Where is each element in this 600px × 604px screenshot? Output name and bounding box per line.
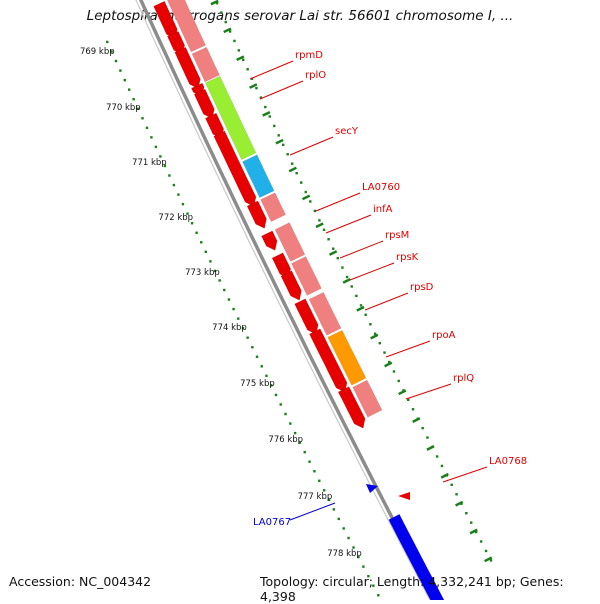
gene-label-LA0760[interactable]: LA0760 bbox=[315, 182, 400, 212]
gene-label-text[interactable]: rpsD bbox=[410, 282, 434, 293]
gene-arrow[interactable] bbox=[213, 130, 257, 207]
leader-line bbox=[339, 240, 384, 259]
product-rplQ[interactable] bbox=[352, 379, 383, 418]
product-rpoA[interactable] bbox=[327, 329, 367, 386]
gene-arrow[interactable] bbox=[261, 230, 278, 251]
ruler-tick-label: 770 kbp bbox=[106, 103, 141, 113]
gene-arrow[interactable] bbox=[193, 88, 215, 119]
leader-line bbox=[349, 262, 395, 281]
gene-label-rplQ[interactable]: rplQ bbox=[405, 373, 474, 400]
gene-LA0768[interactable] bbox=[398, 492, 410, 500]
leader-line bbox=[249, 60, 294, 80]
ruler-tick-label: 775 kbp bbox=[240, 379, 275, 389]
gene-label-text[interactable]: rplO bbox=[305, 70, 326, 81]
ruler-tick-label: 771 kbp bbox=[132, 158, 167, 168]
leader-line bbox=[385, 340, 431, 358]
ruler-tick-label: 776 kbp bbox=[268, 435, 303, 445]
ruler-dots-left bbox=[106, 40, 380, 597]
leader-line bbox=[289, 136, 334, 156]
gene-LA0767-marker[interactable] bbox=[366, 484, 378, 493]
gene-label-text[interactable]: infA bbox=[373, 204, 393, 215]
gene-arrow[interactable] bbox=[174, 46, 201, 89]
gene-label-text[interactable]: LA0768 bbox=[489, 456, 527, 467]
gene-label-text[interactable]: rpoA bbox=[432, 330, 456, 341]
gene-arrow[interactable] bbox=[246, 200, 267, 229]
leader-line bbox=[315, 192, 361, 212]
gene-label-rpsD[interactable]: rpsD bbox=[364, 282, 434, 311]
ruler-layer: 769 kbp 770 kbp 771 kbp 772 kbp 773 kbp 774 k… bbox=[80, 0, 493, 597]
gene-label-text[interactable]: rplQ bbox=[453, 373, 474, 384]
ruler-tick-label: 778 kbp bbox=[327, 549, 362, 559]
leader-line bbox=[325, 214, 372, 234]
gene-label-rpsK[interactable]: rpsK bbox=[349, 252, 419, 281]
genome-backbone bbox=[138, 0, 437, 600]
gene-label-rpmD[interactable]: rpmD bbox=[249, 50, 323, 80]
gene-label-secY[interactable]: secY bbox=[289, 126, 359, 156]
ruler-tick-label: 773 kbp bbox=[185, 268, 220, 278]
leader-line bbox=[364, 292, 409, 311]
product-LA0760[interactable] bbox=[260, 192, 286, 222]
leader-line bbox=[405, 383, 452, 400]
leader-line bbox=[289, 502, 336, 521]
gene-label-text[interactable]: rpsK bbox=[396, 252, 419, 263]
gene-label-text[interactable]: LA0767 bbox=[253, 517, 291, 528]
accession-text: Accession: NC_004342 bbox=[9, 574, 152, 589]
product-secY[interactable] bbox=[205, 75, 257, 161]
product-rpmD[interactable] bbox=[167, 0, 206, 53]
backbone-layer bbox=[135, 0, 437, 600]
gene-reverse-block[interactable] bbox=[388, 513, 448, 600]
leader-line bbox=[442, 466, 488, 483]
ruler-tick-label: 772 kbp bbox=[158, 213, 193, 223]
gene-label-text[interactable]: rpsM bbox=[385, 230, 409, 241]
ruler-dots-right bbox=[215, 1, 493, 562]
product-rpsK[interactable] bbox=[291, 256, 322, 296]
gene-label-text[interactable]: rpmD bbox=[295, 50, 323, 61]
genome-backbone-inner bbox=[135, 0, 431, 600]
gene-label-LA0768[interactable]: LA0768 bbox=[442, 456, 527, 483]
ruler-ticks bbox=[210, 0, 493, 563]
product-rplO[interactable] bbox=[191, 46, 220, 83]
gene-label-text[interactable]: secY bbox=[335, 126, 359, 137]
gene-label-text[interactable]: LA0760 bbox=[362, 182, 400, 193]
gene-label-rplO[interactable]: rplO bbox=[259, 70, 326, 100]
gene-arrow[interactable] bbox=[294, 298, 319, 335]
ruler-tick-label: 769 kbp bbox=[80, 47, 115, 57]
gene-arrow[interactable] bbox=[280, 270, 302, 301]
product-infA[interactable] bbox=[242, 154, 275, 198]
product-rpsM[interactable] bbox=[274, 222, 306, 262]
label-layer[interactable]: rpmD rplO secY LA0760 infA rpsM rpsK rpsD rpoA rp… bbox=[249, 50, 527, 528]
gene-arrow[interactable] bbox=[337, 386, 366, 429]
gene-label-LA0767[interactable]: LA0767 bbox=[253, 502, 336, 528]
ruler-tick-label: 777 kbp bbox=[298, 492, 333, 502]
ruler-tick-label: 774 kbp bbox=[212, 323, 247, 333]
product-rpsD[interactable] bbox=[308, 292, 342, 336]
feature-layer[interactable] bbox=[153, 0, 448, 600]
gene-label-rpsM[interactable]: rpsM bbox=[339, 230, 409, 259]
gene-arrow[interactable] bbox=[309, 328, 348, 393]
gene-label-rpoA[interactable]: rpoA bbox=[385, 330, 456, 358]
gene-label-infA[interactable]: infA bbox=[325, 204, 393, 234]
leader-line bbox=[259, 80, 304, 100]
